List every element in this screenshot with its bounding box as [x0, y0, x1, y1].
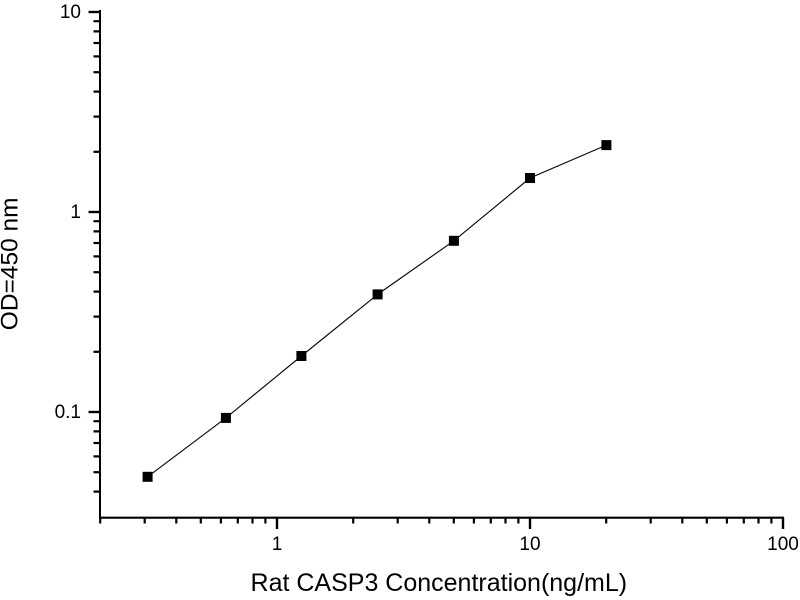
- svg-text:100: 100: [767, 534, 799, 555]
- svg-text:1: 1: [70, 202, 81, 223]
- svg-text:Rat CASP3 Concentration(ng/mL): Rat CASP3 Concentration(ng/mL): [251, 569, 628, 597]
- svg-text:0.1: 0.1: [55, 402, 81, 423]
- svg-text:OD=450 nm: OD=450 nm: [0, 197, 24, 330]
- svg-text:10: 10: [519, 534, 540, 555]
- svg-text:1: 1: [272, 534, 283, 555]
- svg-text:10: 10: [60, 2, 81, 23]
